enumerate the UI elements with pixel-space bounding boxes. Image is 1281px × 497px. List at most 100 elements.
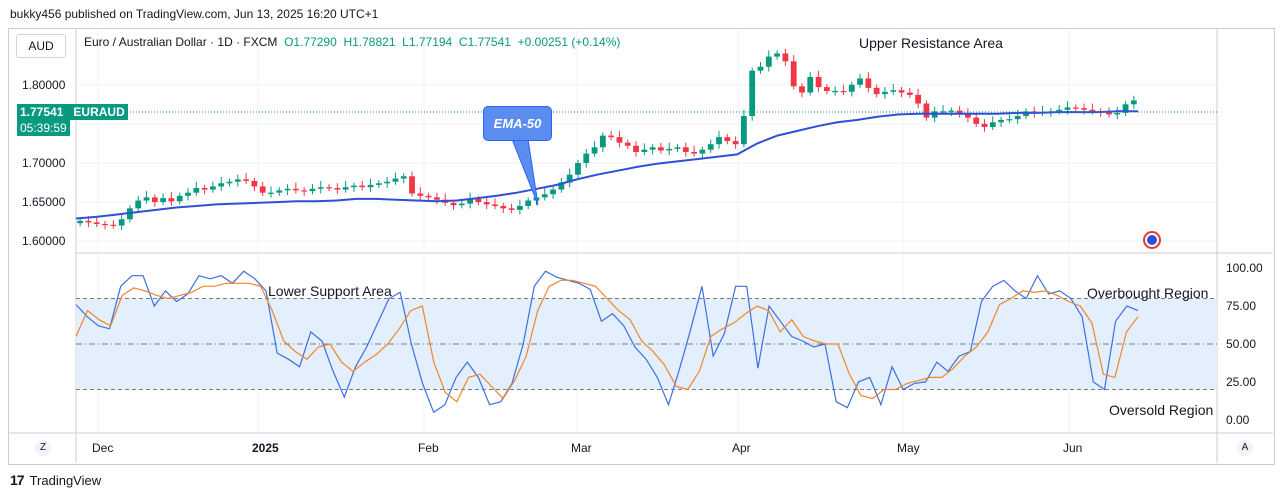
candle-body [450,202,457,206]
candle-body [840,91,847,93]
overbought-label: Overbought Region [1087,285,1209,301]
candle-body [409,176,415,194]
candle-body [359,185,366,188]
candle-body [367,184,374,188]
price-pane [76,30,1217,249]
candle-body [857,78,863,85]
candle-body [201,187,208,190]
candle-body [400,176,407,179]
candle-body [1122,104,1129,113]
ema-callout: EMA-50 [483,106,552,141]
price-tag-price: 1.77541 [20,105,64,119]
candle-body [176,195,183,202]
time-tick-label: Jun [1063,441,1082,455]
candle-body [475,198,482,203]
candle-body [782,53,789,62]
stoch-band [76,297,1217,391]
close-value: C1.77541 [458,35,511,49]
candle-body [193,187,200,193]
currency-label[interactable]: AUD [16,34,66,58]
candle-body [890,90,897,92]
ema-50-line [75,110,1138,220]
time-tick-label: Feb [418,441,439,455]
candle-body [550,189,556,195]
candle-body [682,147,689,153]
candle-body [226,181,233,184]
candle-body [259,186,266,193]
candle-body [765,56,772,67]
time-tick-label: Mar [571,441,592,455]
candle-body [815,76,822,88]
candle-body [541,194,548,198]
candle-body [243,179,249,181]
candle-body [276,190,283,193]
axis-left-button[interactable]: Z [35,440,51,456]
candle-body [1089,109,1096,112]
candle-body [500,205,507,209]
target-icon[interactable] [1143,231,1161,249]
change-value: +0.00251 (+0.14%) [517,35,621,49]
time-tick-label: Apr [732,441,751,455]
footer-brand: TradingView [29,472,102,488]
stoch-tick-label: 0.00 [1226,413,1250,427]
candle-body [591,147,598,154]
candle-body [716,137,722,145]
candle-body [608,135,615,138]
stoch-tick-label: 75.00 [1226,299,1256,313]
candle-body [973,117,980,124]
price-tag-value: 1.77541 EURAUD [17,104,128,120]
candle-body [948,110,955,112]
symbol-name: Euro / Australian Dollar · 1D · FXCM [84,35,278,49]
price-tag-countdown: 05:39:59 [17,120,70,136]
open-value: O1.77290 [284,35,337,49]
candle-body [923,103,930,118]
candles [77,48,1137,231]
candle-body [292,188,299,191]
candle-body [326,187,332,189]
time-tick-label: Dec [92,441,113,455]
candle-body [616,137,623,143]
candle-body [251,180,258,187]
candle-body [666,148,673,151]
oversold-label: Oversold Region [1109,402,1214,418]
candle-body [998,119,1005,123]
candle-body [624,142,631,146]
candle-body [434,197,440,200]
candle-body [732,141,739,145]
candle-body [807,76,814,93]
candle-body [558,182,565,190]
candle-body [151,197,158,203]
candle-body [823,87,830,92]
candle-body [674,147,681,149]
candle-body [583,153,590,163]
candle-body [1064,107,1071,110]
candle-body [898,90,905,93]
candle-body [160,198,167,203]
lower-support-label: Lower Support Area [268,283,392,299]
time-tick-label: 2025 [252,441,279,455]
candle-body [915,94,922,104]
candle-body [649,147,656,150]
candle-body [284,188,291,191]
candle-body [185,192,191,196]
ema-line [75,110,1138,220]
candle-body [1072,107,1079,109]
upper-resistance-label: Upper Resistance Area [859,35,1003,51]
stoch-tick-label: 25.00 [1226,375,1256,389]
candle-body [375,183,382,185]
time-tick-label: May [897,441,920,455]
footer-logo[interactable]: 17 TradingView [10,472,101,488]
candle-body [1106,112,1112,115]
candle-body [799,86,805,93]
candle-body [77,220,84,224]
price-tick-label: 1.60000 [22,234,66,248]
stoch-tick-label: 100.00 [1226,261,1263,275]
price-tick-label: 1.65000 [22,195,66,209]
stoch-tick-label: 50.00 [1226,337,1256,351]
candle-body [209,186,216,190]
candle-body [110,224,117,226]
candle-body [309,188,316,192]
candle-body [873,87,880,95]
axis-right-button[interactable]: A [1237,440,1253,456]
